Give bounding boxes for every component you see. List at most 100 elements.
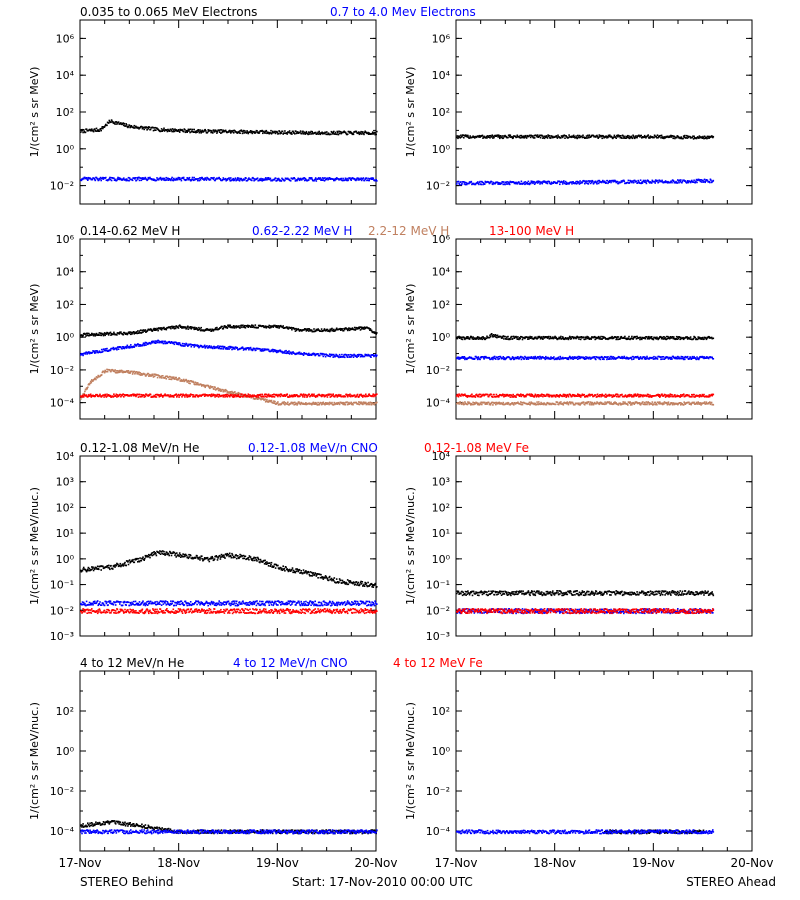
data-point (226, 392, 229, 394)
data-series (456, 134, 715, 140)
data-point (99, 178, 101, 180)
data-point (624, 335, 626, 338)
data-point (621, 355, 623, 358)
data-point (658, 337, 660, 339)
data-point (139, 344, 141, 346)
data-point (291, 133, 293, 135)
data-point (192, 131, 195, 133)
data-point (546, 337, 549, 339)
legend-entry: 13-100 MeV H (489, 224, 574, 238)
data-point (600, 335, 602, 338)
data-point (703, 338, 705, 340)
data-point (266, 132, 268, 135)
data-point (619, 136, 622, 139)
data-point (585, 357, 588, 360)
data-point (509, 134, 512, 136)
data-point (572, 136, 574, 138)
data-point (178, 396, 180, 398)
data-point (613, 136, 615, 138)
y-tick-label: 10⁴ (56, 69, 75, 82)
data-point (346, 356, 349, 358)
data-point (100, 127, 103, 130)
data-point (577, 134, 579, 137)
data-point (125, 124, 128, 126)
data-point (308, 131, 311, 134)
data-point (279, 132, 282, 135)
data-point (189, 327, 191, 329)
data-point (649, 182, 651, 184)
data-point (305, 394, 308, 397)
data-point (474, 337, 477, 339)
data-point (201, 345, 203, 347)
data-point (289, 180, 292, 182)
data-point (470, 335, 473, 338)
data-point (156, 376, 159, 379)
data-point (110, 370, 112, 373)
data-point (628, 135, 630, 137)
data-point (373, 131, 376, 134)
data-point (212, 132, 214, 134)
data-point (127, 179, 129, 182)
data-point (261, 393, 263, 396)
data-point (497, 136, 499, 138)
data-point (192, 326, 195, 329)
data-point (96, 130, 98, 132)
data-point (181, 327, 183, 329)
data-point (460, 183, 463, 186)
data-point (142, 394, 145, 396)
data-point (670, 136, 673, 138)
legend-entry: 0.62-2.22 MeV H (252, 224, 352, 238)
data-point (251, 179, 253, 182)
data-point (120, 395, 122, 398)
data-point (130, 125, 133, 127)
data-point (209, 328, 212, 331)
data-point (494, 334, 496, 336)
data-point (632, 338, 634, 340)
data-point (183, 380, 186, 383)
data-point (502, 336, 504, 338)
data-point (155, 179, 158, 182)
data-point (529, 337, 532, 339)
data-point (256, 177, 259, 179)
data-point (571, 356, 574, 358)
data-point (551, 136, 553, 139)
data-point (170, 342, 172, 344)
data-point (130, 394, 132, 396)
data-point (105, 396, 108, 398)
data-point (163, 130, 166, 132)
data-point (571, 135, 574, 138)
data-point (115, 121, 118, 123)
data-point (113, 331, 115, 334)
data-point (457, 137, 459, 140)
data-point (349, 327, 351, 330)
data-point (296, 394, 298, 396)
data-point (253, 179, 255, 182)
data-point (184, 396, 186, 398)
data-point (142, 343, 144, 346)
data-point (159, 395, 162, 397)
data-point (206, 131, 209, 134)
data-point (340, 132, 343, 135)
data-point (177, 378, 180, 380)
data-point (363, 179, 366, 182)
data-point (162, 375, 164, 377)
data-point (328, 330, 331, 333)
data-point (597, 179, 599, 182)
data-point (365, 353, 368, 356)
data-point (374, 331, 376, 334)
data-point (144, 343, 146, 345)
data-point (655, 136, 658, 138)
data-point (678, 136, 681, 139)
data-point (173, 177, 175, 180)
data-point (317, 353, 319, 355)
data-point (136, 373, 138, 375)
data-point (210, 330, 213, 332)
data-point (370, 356, 372, 358)
data-point (133, 393, 136, 396)
data-point (321, 131, 323, 134)
data-point (165, 328, 168, 331)
data-point (192, 179, 195, 182)
data-point (214, 389, 217, 391)
data-point (347, 328, 350, 330)
